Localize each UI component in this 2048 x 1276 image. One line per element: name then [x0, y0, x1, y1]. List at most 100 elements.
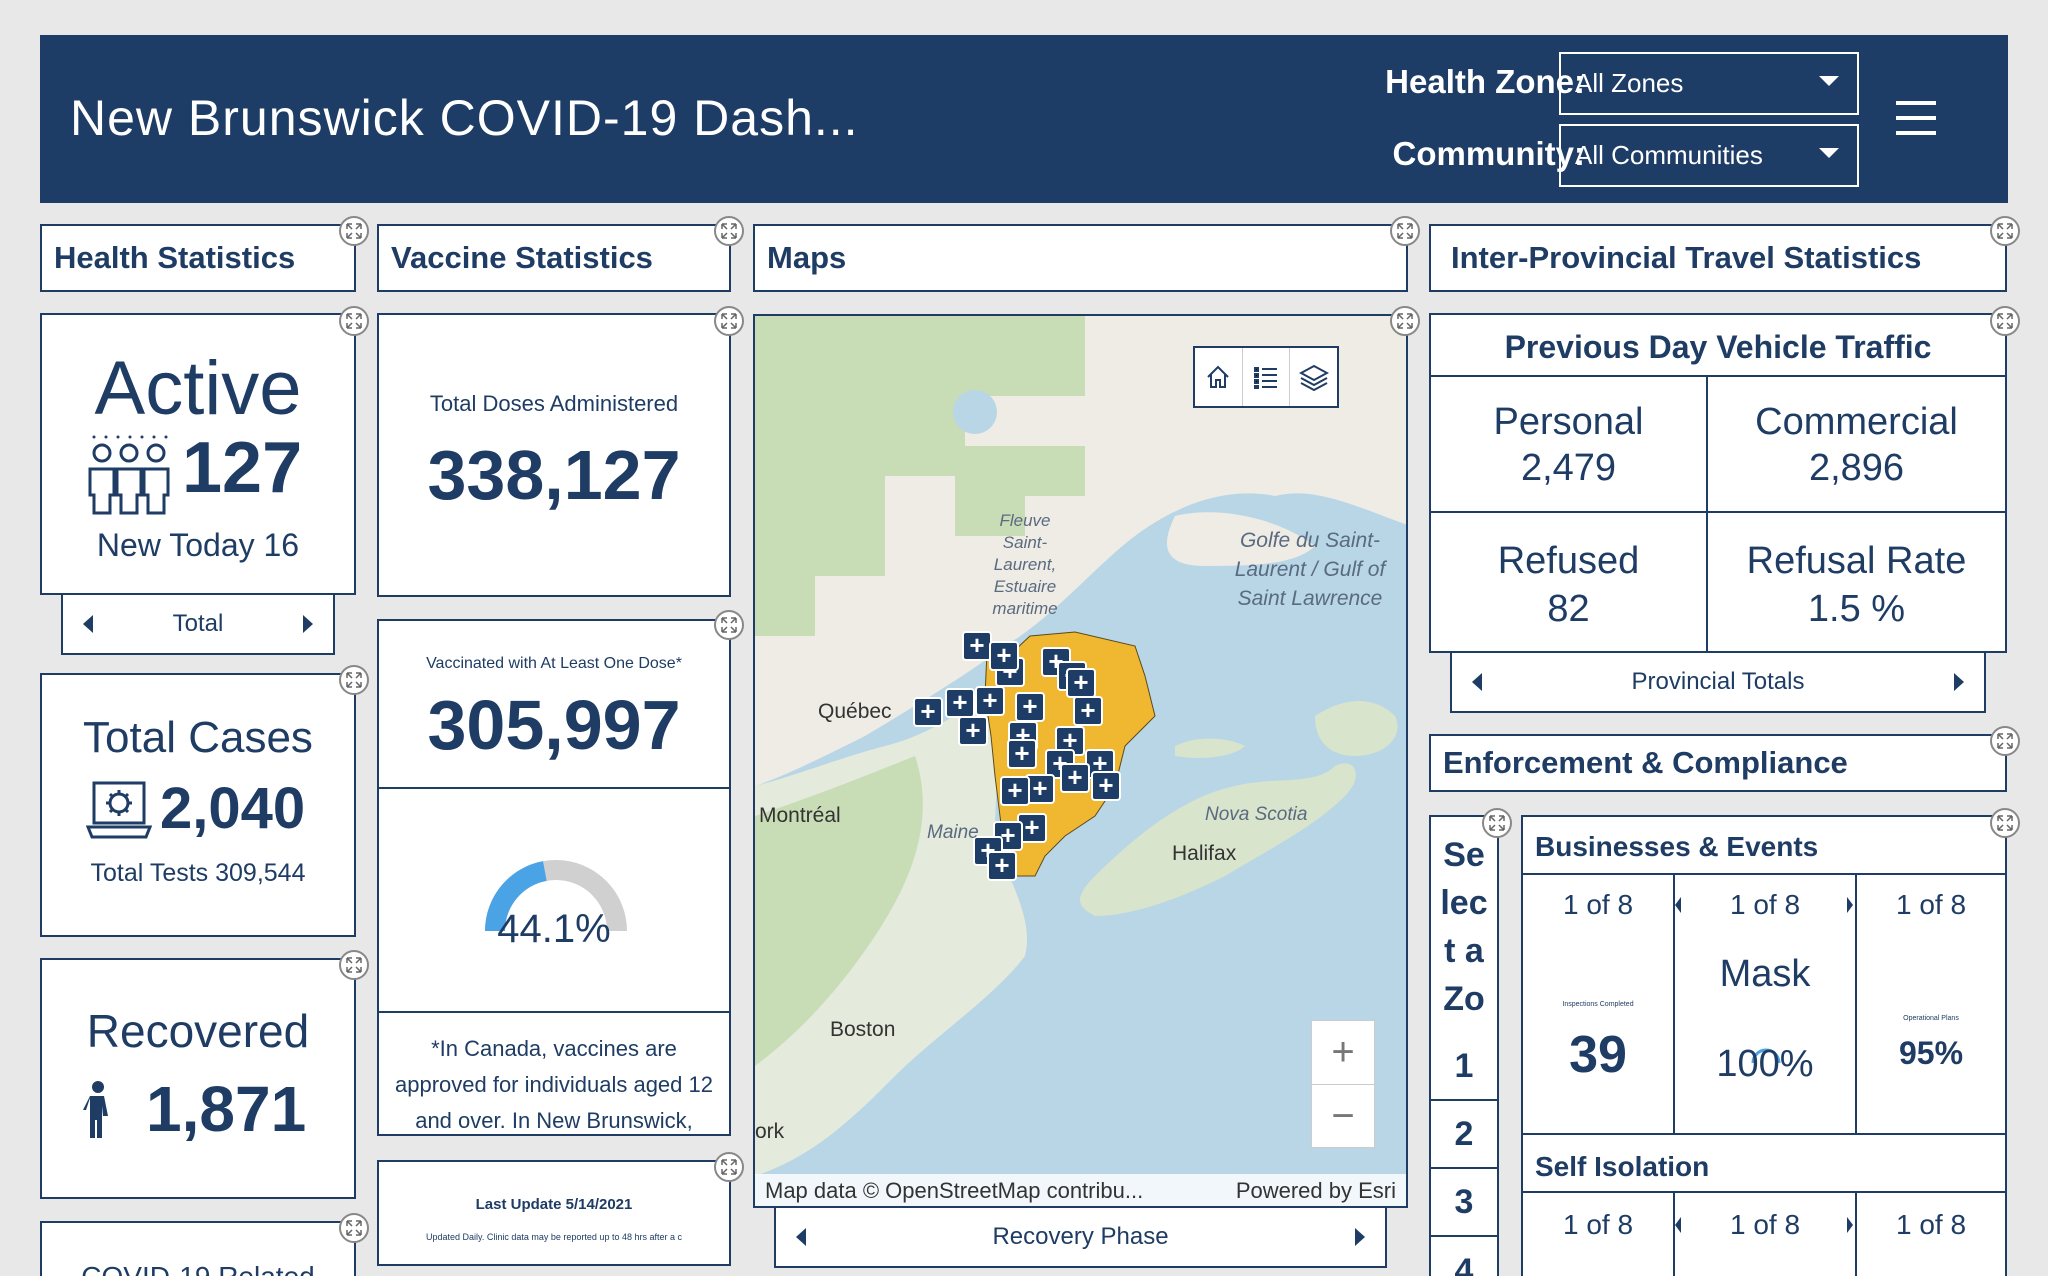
clinic-marker-icon[interactable]: + — [975, 686, 1005, 716]
health-zone-select[interactable]: All Zones — [1559, 52, 1859, 115]
update-note: Updated Daily. Clinic data may be report… — [426, 1232, 682, 1242]
zone-selector: Se lec t a Zo 1 2 3 4 — [1429, 815, 1499, 1276]
businesses-col3-value: 95% — [1898, 1035, 1964, 1071]
gauge-label: 44.1% — [497, 907, 611, 951]
loading-spinner-icon — [1751, 1048, 1781, 1064]
covid-related-panel: COVID-19 Related — [40, 1221, 356, 1276]
zone-item-3[interactable]: 3 — [1431, 1169, 1497, 1237]
previous-arrow-icon[interactable] — [1472, 673, 1482, 691]
one-dose-label: Vaccinated with At Least One Dose* — [426, 655, 682, 672]
expand-icon[interactable] — [714, 610, 744, 640]
clinic-marker-icon[interactable]: + — [945, 688, 975, 718]
expand-icon[interactable] — [339, 306, 369, 336]
community-label: Community: — [1392, 135, 1586, 172]
clinic-marker-icon[interactable]: + — [1007, 739, 1037, 769]
recovered-title: Recovered — [86, 1005, 310, 1057]
zoom-in-icon[interactable]: + — [1312, 1021, 1374, 1085]
expand-icon[interactable] — [1990, 726, 2020, 756]
travel-statistics-header: Inter-Provincial Travel Statistics — [1429, 224, 2007, 292]
enforcement-header: Enforcement & Compliance — [1429, 734, 2007, 792]
expand-icon[interactable] — [339, 1213, 369, 1243]
expand-icon[interactable] — [1990, 808, 2020, 838]
next-arrow-icon[interactable] — [1954, 673, 1964, 691]
clinic-marker-icon[interactable]: + — [913, 697, 943, 727]
expand-icon[interactable] — [714, 1152, 744, 1182]
active-panel: Active 127 New Today 16 — [40, 313, 356, 595]
expand-icon[interactable] — [339, 665, 369, 695]
people-icon — [88, 435, 170, 515]
self-isolation-col1-page: 1 of 8 — [1562, 1209, 1634, 1240]
zone-selector-text-4: Zo — [1443, 980, 1485, 1018]
map-label-montreal: Montréal — [759, 804, 841, 827]
community-select[interactable]: All Communities — [1559, 124, 1859, 187]
previous-arrow-icon[interactable] — [1675, 1217, 1681, 1233]
map-label-golfe: Golfe du Saint-Laurent / Gulf of Saint L… — [1234, 529, 1386, 610]
covid-related-title: COVID-19 Related — [42, 1261, 354, 1276]
community-value: All Communities — [1575, 140, 1763, 170]
active-title: Active — [94, 346, 302, 431]
clinic-marker-icon[interactable]: + — [989, 641, 1019, 671]
attribution-text: Map data © OpenStreetMap contribu... — [765, 1178, 1144, 1203]
health-statistics-header: Health Statistics — [40, 224, 356, 292]
header-banner: New Brunswick COVID-19 Dash... Health Zo… — [40, 35, 2008, 203]
vehicle-traffic-title: Previous Day Vehicle Traffic — [1504, 329, 1932, 365]
person-walking-icon — [83, 1081, 108, 1138]
map-label-maine: Maine — [927, 822, 979, 843]
vaccine-note: *In Canada, vaccines are approved for in… — [394, 1036, 713, 1133]
expand-icon[interactable] — [1482, 808, 1512, 838]
layers-icon[interactable] — [1290, 348, 1337, 406]
one-dose-value: 305,997 — [427, 686, 681, 764]
total-doses-panel: Total Doses Administered 338,127 — [377, 313, 731, 597]
recovered-panel: Recovered 1,871 — [40, 958, 356, 1199]
expand-icon[interactable] — [1390, 216, 1420, 246]
total-cases-title: Total Cases — [83, 713, 313, 762]
zoom-out-icon[interactable]: − — [1331, 1093, 1355, 1138]
map-label-york: ork — [755, 1120, 785, 1143]
vehicle-traffic-panel: Previous Day Vehicle Traffic Personal 2,… — [1429, 313, 2007, 653]
clinic-marker-icon[interactable]: + — [962, 631, 992, 661]
clinic-marker-icon[interactable]: + — [1066, 668, 1096, 698]
clinic-marker-icon[interactable]: + — [1091, 771, 1121, 801]
personal-label: Personal — [1493, 401, 1644, 443]
map-view[interactable]: +++++++++++++++++++++++++ Fleuve Saint-L… — [753, 314, 1408, 1208]
clinic-marker-icon[interactable]: + — [1060, 763, 1090, 793]
clinic-marker-icon[interactable]: + — [1015, 692, 1045, 722]
clinic-marker-icon[interactable]: + — [987, 851, 1017, 881]
expand-icon[interactable] — [714, 306, 744, 336]
health-zone-label: Health Zone: — [1385, 63, 1585, 100]
previous-arrow-icon[interactable] — [1675, 897, 1681, 913]
map-nav-label: Recovery Phase — [992, 1223, 1169, 1250]
expand-icon[interactable] — [1990, 306, 2020, 336]
businesses-col1-small: Inspections Completed — [1562, 1001, 1634, 1008]
next-arrow-icon[interactable] — [1355, 1228, 1365, 1246]
vaccination-gauge-panel: 44.1% — [377, 787, 731, 1013]
next-arrow-icon[interactable] — [1847, 1217, 1853, 1233]
next-arrow-icon[interactable] — [302, 615, 313, 633]
zone-item-2[interactable]: 2 — [1431, 1101, 1497, 1169]
legend-list-icon[interactable] — [1243, 348, 1291, 406]
clinic-marker-icon[interactable]: + — [1073, 696, 1103, 726]
map-label-nova-scotia: Nova Scotia — [1205, 804, 1308, 825]
previous-arrow-icon[interactable] — [796, 1228, 806, 1246]
home-icon[interactable] — [1195, 348, 1243, 406]
next-arrow-icon[interactable] — [1847, 897, 1853, 913]
active-new-today: New Today 16 — [96, 527, 300, 563]
expand-icon[interactable] — [714, 216, 744, 246]
expand-icon[interactable] — [339, 950, 369, 980]
powered-by-esri[interactable]: Powered by Esri — [1235, 1178, 1396, 1203]
self-isolation-col2-page: 1 of 8 — [1729, 1209, 1801, 1240]
clinic-marker-icon[interactable]: + — [1000, 776, 1030, 806]
clinic-marker-icon[interactable]: + — [958, 716, 988, 746]
zone-selector-text-3: t a — [1444, 932, 1484, 970]
recovered-value: 1,871 — [146, 1073, 307, 1145]
clinic-marker-icon[interactable]: + — [1055, 726, 1085, 756]
menu-icon[interactable] — [1896, 101, 1936, 135]
expand-icon[interactable] — [339, 216, 369, 246]
expand-icon[interactable] — [1990, 216, 2020, 246]
previous-arrow-icon[interactable] — [83, 615, 93, 633]
dashboard-title: New Brunswick COVID-19 Dash... — [70, 90, 859, 146]
expand-icon[interactable] — [1390, 306, 1420, 336]
zone-item-1[interactable]: 1 — [1431, 1033, 1497, 1101]
businesses-col2-page: 1 of 8 — [1729, 889, 1801, 920]
zone-item-4[interactable]: 4 — [1454, 1251, 1474, 1276]
